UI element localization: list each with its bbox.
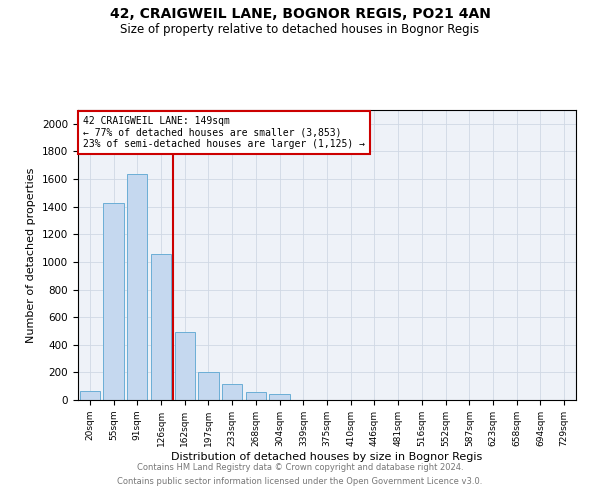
- Text: 42, CRAIGWEIL LANE, BOGNOR REGIS, PO21 4AN: 42, CRAIGWEIL LANE, BOGNOR REGIS, PO21 4…: [110, 8, 490, 22]
- Bar: [246, 392, 266, 400]
- Text: Contains HM Land Registry data © Crown copyright and database right 2024.: Contains HM Land Registry data © Crown c…: [137, 464, 463, 472]
- Bar: [80, 391, 100, 400]
- Bar: [199, 372, 218, 400]
- Text: Contains public sector information licensed under the Open Government Licence v3: Contains public sector information licen…: [118, 477, 482, 486]
- Y-axis label: Number of detached properties: Number of detached properties: [26, 168, 37, 342]
- Bar: [175, 332, 195, 400]
- Bar: [151, 254, 171, 400]
- Text: 42 CRAIGWEIL LANE: 149sqm
← 77% of detached houses are smaller (3,853)
23% of se: 42 CRAIGWEIL LANE: 149sqm ← 77% of detac…: [83, 116, 365, 149]
- X-axis label: Distribution of detached houses by size in Bognor Regis: Distribution of detached houses by size …: [172, 452, 482, 462]
- Bar: [269, 394, 290, 400]
- Bar: [103, 202, 124, 400]
- Bar: [127, 174, 148, 400]
- Bar: [222, 384, 242, 400]
- Text: Size of property relative to detached houses in Bognor Regis: Size of property relative to detached ho…: [121, 22, 479, 36]
